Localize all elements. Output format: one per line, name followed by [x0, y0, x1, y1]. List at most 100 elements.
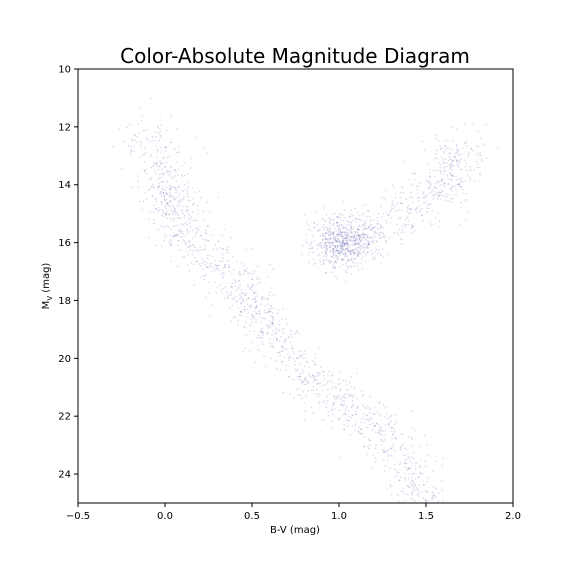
scatter-point: [216, 264, 218, 267]
scatter-point: [435, 187, 438, 190]
scatter-point: [343, 393, 346, 396]
scatter-point: [422, 497, 424, 499]
scatter-point: [377, 249, 380, 251]
scatter-point: [162, 174, 164, 176]
scatter-point: [435, 153, 437, 155]
scatter-point: [389, 467, 391, 469]
scatter-point: [166, 171, 169, 173]
scatter-point: [141, 114, 143, 117]
scatter-point: [408, 477, 410, 480]
scatter-point: [421, 491, 424, 493]
scatter-point: [328, 234, 330, 236]
scatter-point: [180, 210, 183, 212]
scatter-point: [398, 479, 401, 482]
scatter-point: [366, 235, 369, 238]
scatter-point: [217, 240, 219, 243]
scatter-point: [460, 186, 462, 188]
scatter-point: [382, 440, 385, 443]
scatter-point: [332, 232, 335, 234]
scatter-point: [333, 267, 336, 269]
scatter-point: [370, 223, 372, 226]
scatter-point: [339, 398, 341, 400]
scatter-point: [164, 150, 167, 152]
scatter-point: [247, 285, 249, 288]
scatter-point: [360, 419, 363, 421]
scatter-point: [221, 253, 224, 255]
scatter-point: [160, 181, 162, 183]
scatter-point: [351, 235, 353, 237]
scatter-point: [326, 248, 328, 251]
scatter-point: [325, 226, 328, 228]
scatter-point: [312, 251, 314, 254]
scatter-point: [455, 159, 458, 162]
scatter-point: [334, 235, 337, 238]
scatter-point: [344, 393, 347, 396]
scatter-point: [186, 210, 188, 213]
scatter-point: [191, 254, 194, 256]
scatter-point: [395, 469, 398, 472]
scatter-point: [350, 226, 353, 228]
scatter-point: [337, 234, 340, 236]
scatter-point: [269, 337, 271, 340]
scatter-point: [255, 291, 257, 294]
scatter-point: [456, 151, 458, 153]
scatter-point: [388, 423, 390, 426]
scatter-point: [326, 254, 328, 257]
scatter-point: [400, 216, 402, 219]
scatter-point: [166, 193, 169, 195]
scatter-point: [392, 200, 394, 203]
scatter-point: [383, 465, 386, 467]
scatter-point: [375, 248, 378, 250]
scatter-point: [436, 181, 439, 183]
scatter-point: [272, 322, 274, 324]
scatter-point: [321, 247, 323, 249]
scatter-point: [329, 242, 331, 245]
scatter-point: [448, 157, 451, 159]
x-axis-label: B-V (mag): [270, 525, 320, 536]
scatter-point: [358, 235, 361, 237]
scatter-point: [260, 327, 263, 330]
scatter-point: [341, 400, 344, 402]
scatter-point: [363, 237, 366, 239]
scatter-point: [204, 239, 207, 241]
scatter-point: [451, 179, 453, 181]
scatter-point: [222, 287, 224, 290]
scatter-point: [329, 239, 332, 241]
scatter-point: [422, 472, 424, 475]
scatter-point: [419, 466, 421, 469]
scatter-point: [351, 394, 353, 397]
scatter-point: [328, 245, 331, 247]
scatter-point: [258, 334, 260, 337]
scatter-point: [372, 422, 374, 424]
scatter-point: [403, 447, 406, 450]
scatter-point: [241, 297, 243, 299]
scatter-point: [316, 388, 318, 391]
scatter-point: [357, 214, 360, 216]
scatter-point: [414, 462, 417, 464]
scatter-point: [181, 206, 184, 208]
scatter-point: [399, 218, 401, 220]
scatter-point: [392, 443, 395, 446]
scatter-point: [161, 162, 163, 164]
scatter-point: [242, 272, 245, 275]
scatter-point: [338, 240, 341, 243]
scatter-point: [363, 222, 366, 224]
scatter-point: [154, 198, 157, 200]
scatter-point: [435, 216, 437, 219]
scatter-point: [366, 215, 368, 218]
scatter-point: [166, 193, 168, 195]
scatter-point: [329, 218, 332, 220]
scatter-point: [359, 431, 361, 434]
scatter-point: [271, 321, 274, 324]
scatter-point: [175, 180, 178, 182]
scatter-point: [315, 375, 317, 378]
scatter-point: [159, 127, 161, 130]
scatter-point: [350, 209, 352, 211]
scatter-point: [338, 370, 341, 373]
scatter-point: [376, 431, 379, 434]
scatter-point: [170, 228, 172, 230]
scatter-point: [155, 208, 157, 210]
scatter-point: [411, 491, 413, 494]
scatter-point: [323, 370, 325, 373]
scatter-point: [326, 232, 329, 234]
